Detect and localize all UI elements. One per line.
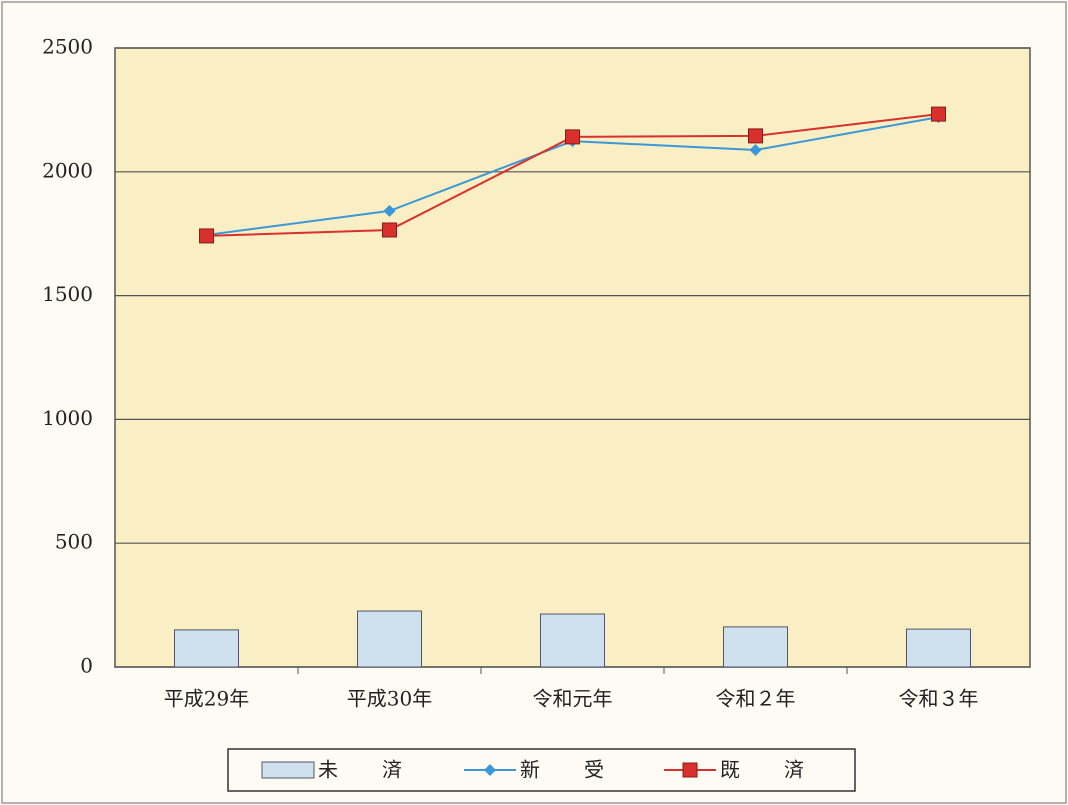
y-tick-label: 0 [80,654,93,678]
legend-marker [484,764,496,776]
marker [382,222,397,238]
x-tick-label: 令和２年 [716,687,796,711]
y-tick-label: 2500 [42,35,93,59]
marker [748,128,763,144]
bar [540,613,605,668]
y-tick-label: 500 [55,530,93,554]
legend-box [227,748,856,792]
marker [931,106,946,122]
marker [749,144,762,157]
x-tick-label: 平成29年 [164,687,249,711]
marker [383,204,396,217]
bar [723,626,788,668]
y-tick-label: 1000 [42,406,93,430]
x-tick-label: 平成30年 [347,687,432,711]
y-tick-label: 1500 [42,282,93,306]
legend-marker [682,762,698,778]
marker [565,129,580,145]
bar [357,610,422,668]
x-tick-label: 令和元年 [533,687,613,711]
legend-label: 既 済 [720,758,816,782]
y-tick-label: 2000 [42,158,93,182]
plot-area [114,47,1031,668]
legend-swatch [261,761,315,779]
legend-label: 未 済 [318,758,414,782]
bar [906,628,971,668]
marker [199,228,214,244]
x-tick-label: 令和３年 [899,687,979,711]
legend-label: 新 受 [520,758,616,782]
bar [174,629,239,668]
